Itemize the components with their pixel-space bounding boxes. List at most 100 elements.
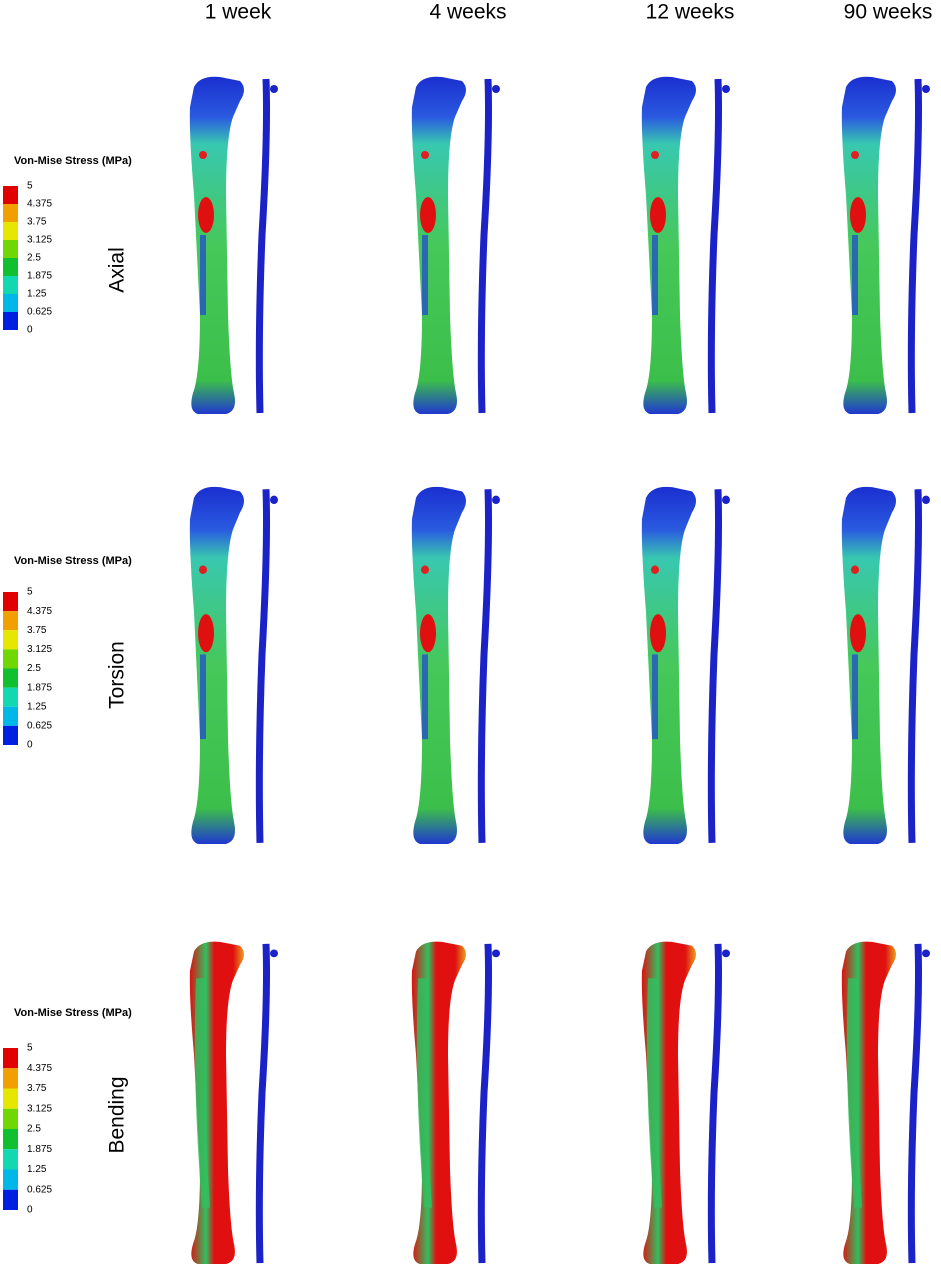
stress-point: [421, 565, 429, 574]
legend-swatch: [3, 706, 18, 726]
screw: [270, 85, 278, 93]
legend-level: 1.875: [27, 682, 52, 693]
bone-model: [189, 941, 278, 1265]
legend-level: 3.75: [27, 217, 47, 228]
legend-level: 4.375: [27, 199, 52, 210]
legend-swatch: [3, 222, 18, 240]
screw: [270, 495, 278, 505]
legend-level: 2.5: [27, 253, 41, 264]
stress-hotspot: [650, 197, 666, 233]
legend-level: 3.125: [27, 644, 52, 655]
stress-point: [851, 565, 859, 574]
plate: [707, 78, 722, 414]
bone-model: [641, 941, 730, 1265]
legend-level: 1.25: [27, 701, 47, 712]
screw: [922, 949, 930, 958]
legend-level: 3.125: [27, 235, 52, 246]
legend-swatch: [3, 1189, 18, 1210]
stress-band: [846, 978, 862, 1208]
blue-stripe: [852, 235, 858, 315]
bone: [641, 486, 696, 844]
legend-title: Von-Mise Stress (MPa): [14, 155, 132, 167]
column-header: 1 week: [205, 1, 272, 24]
stress-point: [199, 565, 207, 574]
legend-level: 0.625: [27, 721, 52, 732]
legend-swatch: [3, 204, 18, 222]
legend-level: 2.5: [27, 1124, 41, 1135]
legend-swatch: [3, 649, 18, 669]
bone-model: [411, 76, 500, 414]
bone-model: [841, 76, 930, 414]
legend-swatch: [3, 687, 18, 707]
stress-hotspot: [850, 614, 866, 653]
plate: [907, 78, 922, 414]
plate: [255, 943, 270, 1264]
legend-swatch: [3, 1068, 18, 1089]
bone-model: [411, 941, 500, 1265]
legend-level: 5: [27, 587, 33, 598]
row-label: Bending: [106, 1076, 129, 1153]
legend-swatch: [3, 186, 18, 204]
column-header: 12 weeks: [646, 1, 735, 24]
legend-swatch: [3, 611, 18, 631]
legend-level: 0: [27, 325, 33, 336]
legend-level: 0.625: [27, 307, 52, 318]
stress-band: [416, 978, 432, 1208]
stress-hotspot: [420, 197, 436, 233]
bone: [641, 76, 696, 414]
legend-swatch: [3, 1129, 18, 1150]
legend-level: 1.875: [27, 271, 52, 282]
stress-hotspot: [198, 614, 214, 653]
legend-level: 5: [27, 181, 33, 192]
legend-level: 4.375: [27, 606, 52, 617]
stress-hotspot: [650, 614, 666, 653]
legend-title: Von-Mise Stress (MPa): [14, 1007, 132, 1019]
legend-swatch: [3, 1088, 18, 1109]
plate: [907, 943, 922, 1264]
bone-model: [841, 941, 930, 1265]
legend-level: 3.75: [27, 625, 47, 636]
legend-level: 0: [27, 1205, 33, 1216]
legend-swatch: [3, 1169, 18, 1190]
bone-model: [841, 486, 930, 844]
column-header: 90 weeks: [844, 1, 933, 24]
plate: [477, 78, 492, 414]
bone-model: [641, 76, 730, 414]
screw: [922, 85, 930, 93]
blue-stripe: [852, 654, 858, 740]
legend-swatch: [3, 240, 18, 258]
bone-model: [411, 486, 500, 844]
bone: [189, 486, 244, 844]
stress-hotspot: [420, 614, 436, 653]
stress-band: [646, 978, 662, 1208]
screw: [722, 85, 730, 93]
plate: [477, 489, 492, 843]
bone-model: [189, 486, 278, 844]
blue-stripe: [200, 235, 206, 315]
plate: [255, 78, 270, 414]
bone-model: [641, 486, 730, 844]
screw: [722, 495, 730, 505]
plate: [707, 489, 722, 843]
bone: [411, 486, 466, 844]
legend-swatch: [3, 725, 18, 745]
legend-title: Von-Mise Stress (MPa): [14, 555, 132, 567]
stress-point: [851, 151, 859, 159]
blue-stripe: [422, 235, 428, 315]
blue-stripe: [422, 654, 428, 740]
legend-swatch: [3, 668, 18, 688]
legend-swatch: [3, 630, 18, 650]
legend-swatch: [3, 592, 18, 612]
legend-level: 4.375: [27, 1063, 52, 1074]
row-label: Axial: [106, 247, 129, 293]
blue-stripe: [652, 235, 658, 315]
stress-hotspot: [850, 197, 866, 233]
stress-band: [194, 978, 210, 1208]
blue-stripe: [200, 654, 206, 740]
legend-level: 3.75: [27, 1083, 47, 1094]
legend-swatch: [3, 294, 18, 312]
legend-level: 1.25: [27, 1164, 47, 1175]
bone: [189, 76, 244, 414]
legend-level: 0: [27, 740, 33, 751]
